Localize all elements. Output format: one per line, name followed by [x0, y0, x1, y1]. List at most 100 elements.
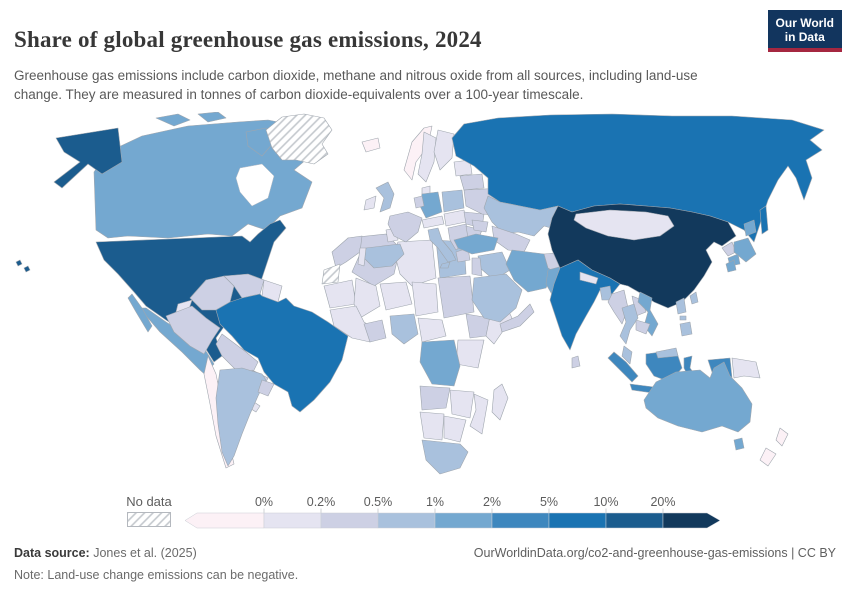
- country-zambia-zimbabwe[interactable]: [449, 389, 475, 419]
- country-western-sahara[interactable]: [321, 263, 341, 285]
- country-mexico-baja[interactable]: [127, 293, 153, 333]
- country-portugal[interactable]: [357, 247, 367, 267]
- country-namibia[interactable]: [419, 411, 445, 441]
- country-italy[interactable]: [427, 227, 457, 263]
- country-peru[interactable]: [165, 305, 221, 355]
- country-taiwan[interactable]: [689, 291, 699, 305]
- footer-note: Note: Land-use change emissions can be n…: [14, 568, 298, 582]
- country-papua-new-guinea[interactable]: [731, 357, 761, 379]
- country-drc[interactable]: [419, 339, 461, 387]
- country-japan-honshu[interactable]: [733, 237, 757, 263]
- country-czech-hungary[interactable]: [443, 209, 467, 227]
- country-iceland[interactable]: [361, 137, 381, 153]
- no-data-swatch[interactable]: [127, 512, 171, 527]
- country-canada-baffin[interactable]: [245, 127, 275, 157]
- country-uk[interactable]: [375, 181, 395, 213]
- country-finland[interactable]: [433, 129, 455, 171]
- country-alaska[interactable]: [53, 127, 123, 189]
- country-mali[interactable]: [353, 277, 381, 319]
- country-saudi-arabia[interactable]: [471, 273, 523, 323]
- country-russia-sakhalin[interactable]: [759, 205, 769, 235]
- country-canada-arctic-1[interactable]: [155, 113, 191, 127]
- country-canada-arctic-2[interactable]: [197, 111, 227, 123]
- country-cameroon-car[interactable]: [417, 317, 447, 343]
- country-philippines-luzon[interactable]: [675, 297, 687, 315]
- country-mauritania[interactable]: [323, 279, 357, 309]
- country-madagascar[interactable]: [491, 383, 509, 421]
- legend-tick-label: 10%: [593, 495, 618, 509]
- country-mozambique[interactable]: [469, 393, 489, 435]
- country-myanmar[interactable]: [607, 289, 629, 325]
- country-usa-hawaii-2[interactable]: [23, 265, 31, 273]
- legend-bin-3[interactable]: [377, 512, 436, 529]
- country-cambodia[interactable]: [635, 319, 651, 335]
- legend-bin-4[interactable]: [434, 512, 493, 529]
- world-map-svg: [15, 111, 825, 475]
- country-indonesia-sumatra[interactable]: [607, 351, 639, 383]
- legend-tick-label: 0.5%: [364, 495, 393, 509]
- country-new-zealand-north[interactable]: [775, 427, 789, 447]
- legend-bin-7[interactable]: [605, 512, 664, 529]
- country-sweden[interactable]: [417, 131, 437, 183]
- country-new-zealand-south[interactable]: [759, 447, 777, 467]
- country-nepal[interactable]: [579, 271, 599, 285]
- country-south-africa[interactable]: [421, 439, 469, 475]
- country-italy-sicily[interactable]: [439, 261, 451, 269]
- country-japan-hokkaido[interactable]: [743, 219, 757, 237]
- country-malaysia-borneo[interactable]: [655, 347, 679, 359]
- country-poland[interactable]: [441, 189, 465, 213]
- country-nigeria[interactable]: [389, 313, 419, 345]
- note-label: Note:: [14, 568, 44, 582]
- country-japan-kyushu[interactable]: [725, 259, 737, 273]
- legend-tick-label: 5%: [540, 495, 558, 509]
- source-label: Data source:: [14, 546, 90, 560]
- country-sri-lanka[interactable]: [571, 355, 581, 369]
- country-alpine[interactable]: [421, 215, 445, 229]
- country-kenya-tanzania[interactable]: [455, 339, 485, 369]
- owid-logo[interactable]: Our World in Data: [767, 10, 842, 53]
- country-mongolia[interactable]: [573, 209, 675, 241]
- country-angola[interactable]: [419, 385, 451, 411]
- legend-tick-label: 0.2%: [307, 495, 336, 509]
- legend-bin-0[interactable]: [184, 512, 265, 529]
- country-turkey[interactable]: [453, 233, 499, 255]
- country-philippines-visayas[interactable]: [679, 315, 687, 321]
- legend-bin-8[interactable]: [662, 512, 721, 529]
- country-australia-tasmania[interactable]: [733, 437, 745, 451]
- country-ireland[interactable]: [363, 195, 377, 211]
- country-caucasus[interactable]: [471, 219, 489, 233]
- country-brazil[interactable]: [215, 293, 349, 413]
- note-value: Land-use change emissions can be negativ…: [43, 568, 299, 582]
- country-australia[interactable]: [643, 361, 753, 433]
- country-greenland[interactable]: [265, 113, 333, 165]
- country-belarus[interactable]: [459, 173, 485, 191]
- country-argentina[interactable]: [215, 367, 267, 467]
- country-india[interactable]: [549, 259, 621, 351]
- country-usa-hawaii-1[interactable]: [15, 259, 23, 267]
- legend-no-data[interactable]: No data: [119, 494, 179, 532]
- country-benelux[interactable]: [413, 195, 425, 209]
- country-levant[interactable]: [471, 257, 483, 277]
- legend-bin-1[interactable]: [263, 512, 322, 529]
- country-colombia[interactable]: [189, 275, 235, 311]
- owid-logo-line1: Our World: [775, 16, 834, 30]
- country-botswana[interactable]: [443, 415, 467, 443]
- country-sudan[interactable]: [437, 275, 475, 319]
- legend-bin-2[interactable]: [320, 512, 379, 529]
- country-thailand[interactable]: [619, 303, 639, 345]
- country-philippines-mindanao[interactable]: [679, 321, 693, 337]
- legend-bin-6[interactable]: [548, 512, 607, 529]
- country-uruguay[interactable]: [257, 379, 275, 397]
- country-ghana-ivory-coast[interactable]: [363, 319, 387, 343]
- legend-tick-label: 20%: [650, 495, 675, 509]
- legend-bin-5[interactable]: [491, 512, 550, 529]
- country-vietnam[interactable]: [637, 291, 659, 337]
- country-malaysia-peninsula[interactable]: [621, 345, 633, 365]
- country-chad[interactable]: [411, 281, 439, 317]
- footer-link[interactable]: OurWorldinData.org/co2-and-greenhouse-ga…: [473, 546, 836, 560]
- country-yemen-oman[interactable]: [499, 303, 535, 333]
- country-niger[interactable]: [379, 281, 413, 311]
- country-france[interactable]: [387, 211, 423, 243]
- legend-no-data-label: No data: [126, 494, 172, 509]
- legend-color-scale: 0% 0.2% 0.5% 1% 2% 5% 10% 20%: [184, 495, 721, 529]
